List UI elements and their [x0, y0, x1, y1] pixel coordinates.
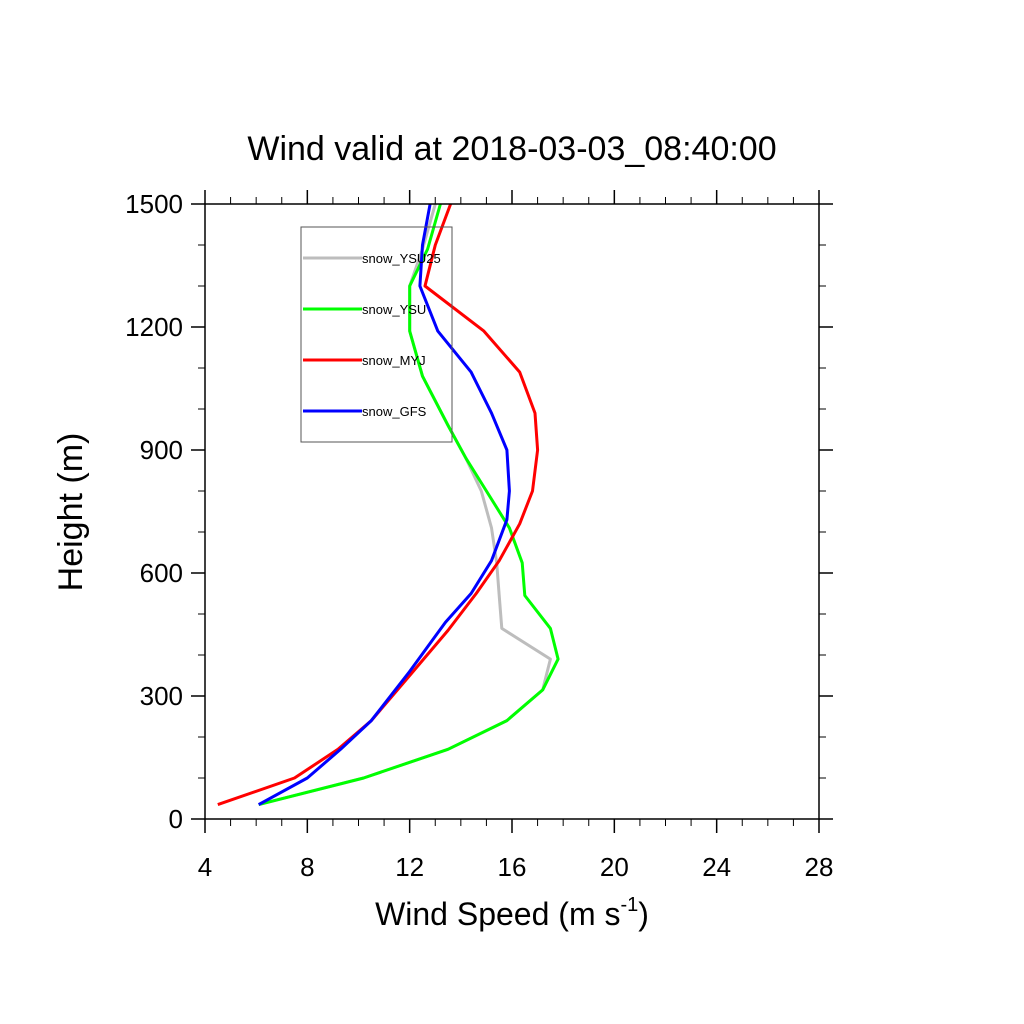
y-tick-label: 1500 — [125, 189, 183, 219]
legend-label-snow_YSU25: snow_YSU25 — [362, 251, 441, 266]
y-tick-label: 0 — [169, 804, 183, 834]
y-tick-label: 1200 — [125, 312, 183, 342]
y-tick-label: 300 — [140, 681, 183, 711]
legend: snow_YSU25 snow_YSU snow_MYJ snow_GFS — [300, 226, 453, 443]
plot-area: 4 8 12 16 20 24 28 0 300 600 900 1200 1500 — [125, 189, 833, 882]
legend-label-snow_GFS: snow_GFS — [362, 404, 427, 419]
x-axis-label-exponent: -1 — [620, 894, 638, 916]
legend-box — [300, 226, 453, 443]
plot-frame — [204, 203, 820, 820]
x-tick-label: 8 — [300, 852, 314, 882]
series-line-snow_YSU — [258, 204, 560, 807]
x-axis-label-main: Wind Speed (m s — [375, 896, 620, 932]
x-tick-label: 20 — [600, 852, 629, 882]
series-line-snow_GFS — [257, 204, 511, 806]
x-tick-label: 12 — [395, 852, 424, 882]
y-tick-label: 900 — [140, 435, 183, 465]
x-tick-label: 16 — [498, 852, 527, 882]
x-tick-label: 28 — [805, 852, 834, 882]
x-axis-label: Wind Speed (m s-1) — [375, 894, 649, 932]
x-tick-label: 24 — [702, 852, 731, 882]
y-tick-label: 600 — [140, 558, 183, 588]
x-tick-label: 4 — [198, 852, 212, 882]
x-axis-label-close: ) — [638, 896, 649, 932]
legend-label-snow_MYJ: snow_MYJ — [362, 353, 426, 368]
series-line-snow_YSU25 — [258, 204, 552, 807]
legend-label-snow_YSU: snow_YSU — [362, 302, 426, 317]
chart-title: Wind valid at 2018-03-03_08:40:00 — [247, 130, 776, 168]
y-axis-label: Height (m) — [52, 433, 90, 592]
